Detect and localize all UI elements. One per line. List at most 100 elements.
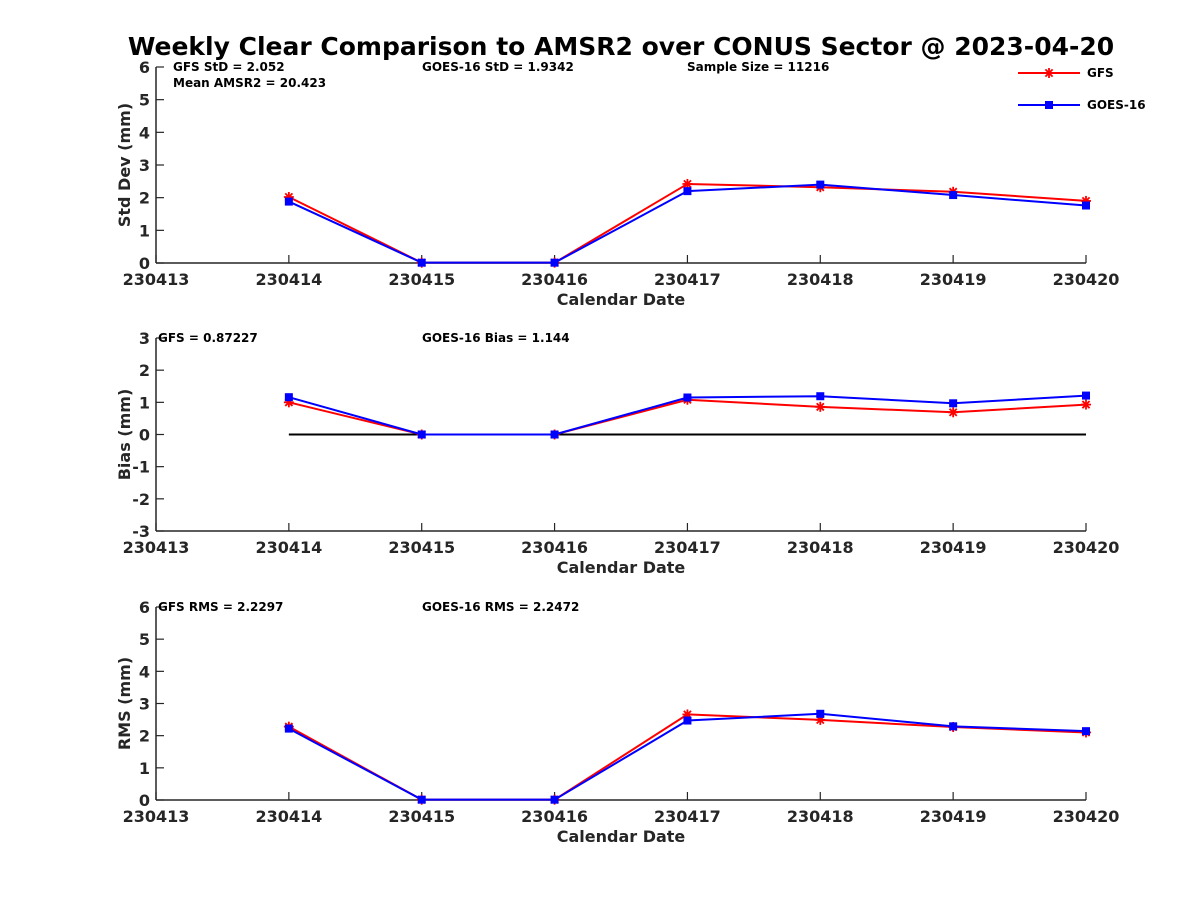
stat-annotation: GFS RMS = 2.2297	[158, 600, 283, 614]
data-point-gfs	[948, 407, 959, 418]
panel-bias: -3 -2 -1 0 1 2 3 230413 230414 230415 230416 230417…	[115, 329, 1119, 577]
asterisk-stroke	[948, 408, 958, 417]
x-tick-label: 230417	[654, 807, 721, 826]
asterisk-stroke	[683, 179, 692, 189]
x-tick-label: 230419	[920, 807, 987, 826]
stat-annotation: GFS = 0.87227	[158, 331, 258, 345]
asterisk-stroke	[816, 402, 825, 412]
y-axis-label: Bias (mm)	[115, 389, 134, 481]
y-tick-label: 5	[139, 91, 150, 110]
legend-entry-goes-16: GOES-16	[1018, 98, 1146, 112]
data-point-goes-16	[1082, 391, 1090, 400]
data-point-goes-16	[284, 197, 293, 206]
legend-label: GOES-16	[1087, 98, 1146, 112]
legend: GFS GOES-16	[1018, 66, 1146, 112]
data-point-gfs	[815, 401, 826, 412]
stat-annotation: GOES-16 Bias = 1.144	[422, 331, 570, 345]
data-point-goes-16	[284, 724, 293, 733]
y-tick-label: 6	[139, 598, 150, 617]
x-tick-label: 230413	[123, 538, 190, 557]
stat-annotation: Sample Size = 11216	[687, 60, 829, 74]
y-tick-label: 0	[139, 791, 150, 810]
y-tick-label: -3	[132, 522, 150, 541]
y-tick-label: 1	[139, 759, 150, 778]
panel-rms: 0 1 2 3 4 5 6 230413 230414 230415 230416 230417 230…	[115, 598, 1119, 846]
x-tick-label: 230416	[521, 270, 588, 289]
stat-annotation: GFS StD = 2.052	[173, 60, 285, 74]
x-tick-label: 230420	[1053, 807, 1120, 826]
series-line-gfs	[288, 398, 1087, 436]
y-tick-label: 0	[139, 254, 150, 273]
legend-label: GFS	[1087, 66, 1114, 80]
data-point-goes-16	[683, 187, 692, 196]
y-axis-label: Std Dev (mm)	[115, 103, 134, 227]
y-tick-label: 5	[139, 630, 150, 649]
x-tick-label: 230418	[787, 538, 854, 557]
x-tick-label: 230418	[787, 270, 854, 289]
data-point-goes-16	[683, 716, 692, 725]
data-point-goes-16	[683, 393, 692, 402]
data-point-goes-16	[816, 392, 825, 401]
x-tick-label: 230413	[123, 807, 190, 826]
x-tick-label: 230420	[1053, 538, 1120, 557]
x-tick-label: 230415	[388, 538, 455, 557]
stat-annotation: GOES-16 StD = 1.9342	[422, 60, 574, 74]
series-line-goes-16	[288, 712, 1087, 801]
y-tick-label: 1	[139, 221, 150, 240]
x-tick-label: 230417	[654, 538, 721, 557]
y-axis-label: RMS (mm)	[115, 657, 134, 750]
y-tick-label: 4	[139, 662, 150, 681]
y-tick-label: 0	[139, 426, 150, 445]
data-point-goes-16	[550, 795, 559, 804]
data-point-goes-16	[949, 191, 958, 200]
y-tick-label: -2	[132, 490, 150, 509]
x-tick-label: 230416	[521, 538, 588, 557]
y-tick-label: 3	[139, 695, 150, 714]
x-tick-label: 230413	[123, 270, 190, 289]
y-tick-label: 3	[139, 329, 150, 348]
series-line-goes-16	[288, 183, 1087, 264]
y-tick-label: 2	[139, 361, 150, 380]
x-axis-label: Calendar Date	[557, 558, 686, 577]
x-tick-label: 230417	[654, 270, 721, 289]
x-axis-label: Calendar Date	[557, 290, 686, 309]
data-point-goes-16	[417, 430, 426, 439]
data-point-goes-16	[284, 393, 293, 402]
x-tick-label: 230418	[787, 807, 854, 826]
data-point-goes-16	[816, 180, 825, 189]
legend-marker	[1045, 101, 1053, 109]
x-tick-label: 230414	[255, 270, 322, 289]
asterisk-stroke	[1081, 400, 1091, 409]
data-point-goes-16	[1082, 201, 1090, 210]
data-point-goes-16	[949, 399, 958, 408]
x-tick-label: 230414	[255, 807, 322, 826]
data-point-gfs	[1081, 399, 1091, 410]
data-point-gfs	[682, 178, 693, 189]
data-point-goes-16	[550, 430, 559, 439]
y-tick-label: 3	[139, 156, 150, 175]
y-tick-label: -1	[132, 458, 150, 477]
x-tick-label: 230416	[521, 807, 588, 826]
stat-annotation: Mean AMSR2 = 20.423	[173, 76, 326, 90]
y-tick-label: 4	[139, 123, 150, 142]
x-tick-label: 230415	[388, 270, 455, 289]
asterisk-stroke	[1044, 68, 1054, 78]
x-tick-label: 230415	[388, 807, 455, 826]
y-tick-label: 6	[139, 58, 150, 77]
panel-std: 0 1 2 3 4 5 6 230413 230414 230415 230416 230417 230…	[115, 58, 1119, 309]
x-tick-label: 230414	[255, 538, 322, 557]
data-point-goes-16	[1082, 727, 1090, 736]
x-tick-label: 230419	[920, 538, 987, 557]
legend-entry-gfs: GFS	[1018, 66, 1114, 80]
data-point-goes-16	[550, 258, 559, 267]
x-axis-label: Calendar Date	[557, 827, 686, 846]
y-tick-label: 2	[139, 189, 150, 208]
data-point-goes-16	[417, 795, 426, 804]
data-point-goes-16	[949, 722, 958, 731]
legend-marker	[1044, 68, 1054, 78]
y-tick-label: 2	[139, 727, 150, 746]
y-tick-label: 1	[139, 393, 150, 412]
data-point-goes-16	[816, 709, 825, 718]
